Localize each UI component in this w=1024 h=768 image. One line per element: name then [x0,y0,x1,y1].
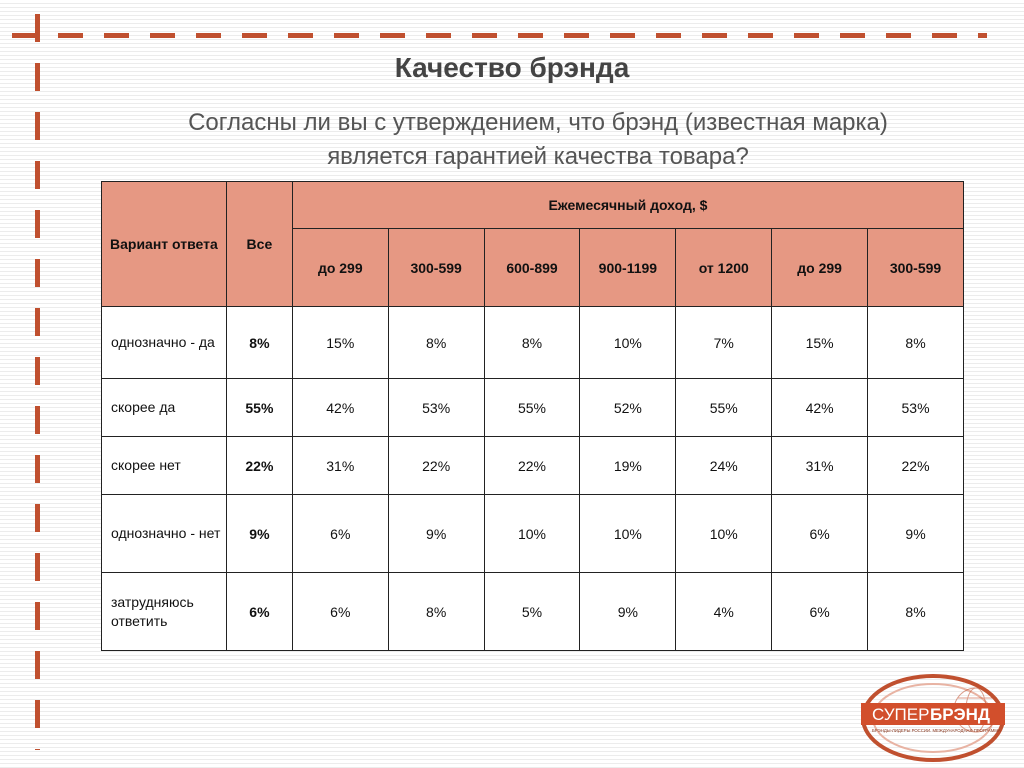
row-label: однозначно - да [101,306,227,379]
table-cell: 31% [291,436,389,495]
table-cell: 19% [579,436,677,495]
table-row: скорее да 55% 42% 53% 55% 52% 55% 42% 53… [101,378,964,437]
table-cell: 8% [387,306,485,379]
table-row: однозначно - нет 9% 6% 9% 10% 10% 10% 6%… [101,494,964,573]
table-cell: 6% [771,494,869,573]
logo-text-left: СУПЕР [872,705,929,724]
table-cell: 55% [483,378,581,437]
header-variant: Вариант ответа [101,181,227,307]
income-column-header: 300-599 [867,228,964,307]
survey-question-line-2: является гарантией качества товара? [327,143,749,170]
logo-banner [861,703,1005,725]
dashed-border-left [35,14,40,750]
table-cell: 6% [291,494,389,573]
survey-results-table: Вариант ответа Все Ежемесячный доход, $ … [101,181,965,651]
income-column-header: 600-899 [483,228,581,307]
table-cell: 42% [291,378,389,437]
income-column-header: 300-599 [387,228,485,307]
row-label: скорее нет [101,436,227,495]
table-cell: 10% [675,494,773,573]
income-column-header: 900-1199 [579,228,677,307]
income-columns-row: до 299 300-599 600-899 900-1199 от 1200 … [102,228,964,307]
table-cell: 22% [867,436,964,495]
table-cell: 4% [675,572,773,651]
logo-tagline: БРЭНДЫ-ЛИДЕРЫ РОССИИ. МЕЖДУНАРОДНАЯ ПРОГ… [872,728,1001,733]
table-cell: 53% [867,378,964,437]
cell-all: 8% [225,306,293,379]
table-cell: 22% [387,436,485,495]
cell-all: 9% [225,494,293,573]
table-cell: 55% [675,378,773,437]
cell-all: 22% [225,436,293,495]
table-cell: 52% [579,378,677,437]
table-header: Вариант ответа Все Ежемесячный доход, $ … [101,181,965,307]
table-cell: 6% [291,572,389,651]
table-cell: 8% [867,572,964,651]
logo-text-right: БРЭНД [930,705,990,724]
table-row: затрудняюсь ответить 6% 6% 8% 5% 9% 4% 6… [101,572,964,651]
table-cell: 9% [387,494,485,573]
income-column-header: до 299 [771,228,869,307]
income-column-header: до 299 [291,228,389,307]
table-cell: 9% [867,494,964,573]
table-cell: 15% [771,306,869,379]
table-row: скорее нет 22% 31% 22% 22% 19% 24% 31% 2… [101,436,964,495]
table-cell: 8% [387,572,485,651]
cell-all: 55% [225,378,293,437]
superbrand-logo: СУПЕР БРЭНД БРЭНДЫ-ЛИДЕРЫ РОССИИ. МЕЖДУН… [861,674,1005,762]
table-cell: 6% [771,572,869,651]
table-cell: 8% [867,306,964,379]
table-cell: 42% [771,378,869,437]
survey-question: Согласны ли вы с утверждением, что брэнд… [80,106,996,174]
dashed-border-top [12,33,987,38]
table-cell: 5% [483,572,581,651]
table-cell: 24% [675,436,773,495]
table-cell: 7% [675,306,773,379]
table-cell: 31% [771,436,869,495]
table-cell: 10% [579,306,677,379]
table-cell: 9% [579,572,677,651]
table-cell: 22% [483,436,581,495]
survey-question-line-1: Согласны ли вы с утверждением, что брэнд… [188,109,888,136]
table-row: однозначно - да 8% 15% 8% 8% 10% 7% 15% … [101,306,964,379]
row-label: затрудняюсь ответить [101,572,227,651]
table-cell: 8% [483,306,581,379]
table-cell: 10% [483,494,581,573]
slide-title: Качество брэнда [394,52,630,83]
header-income: Ежемесячный доход, $ [291,181,965,229]
row-label: скорее да [101,378,227,437]
row-label: однозначно - нет [101,494,227,573]
header-all: Все [225,181,293,307]
cell-all: 6% [225,572,293,651]
income-column-header: от 1200 [675,228,773,307]
table-cell: 53% [387,378,485,437]
table-cell: 15% [291,306,389,379]
table-cell: 10% [579,494,677,573]
